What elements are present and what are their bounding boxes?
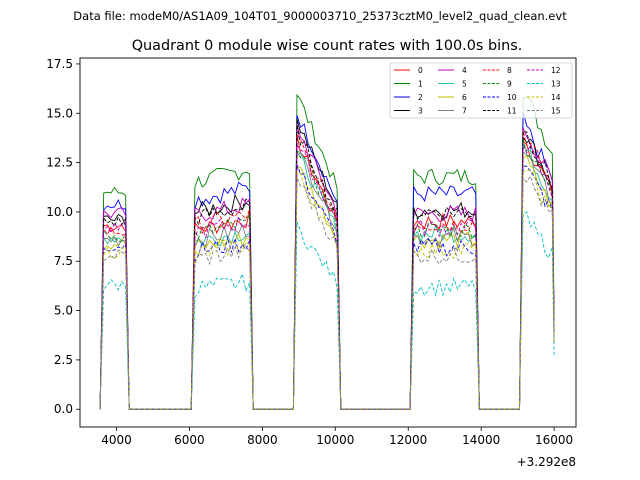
x-axis-offset-label: +3.292e8 xyxy=(517,455,576,469)
legend-label: 15 xyxy=(551,107,561,116)
x-tick-label: 14000 xyxy=(462,433,500,447)
chart-title: Quadrant 0 module wise count rates with … xyxy=(132,38,523,54)
legend-label: 10 xyxy=(507,93,517,102)
series-line-13 xyxy=(99,211,555,410)
legend-label: 7 xyxy=(462,107,467,116)
series-line-2 xyxy=(99,112,555,410)
series-line-12 xyxy=(99,143,555,410)
legend-label: 4 xyxy=(462,66,467,75)
figure-suptitle: Data file: modeM0/AS1A09_104T01_90000037… xyxy=(73,9,567,23)
legend-label: 2 xyxy=(418,93,423,102)
x-tick-label: 8000 xyxy=(247,433,278,447)
y-tick-label: 0.0 xyxy=(54,402,73,416)
y-tick-label: 12.5 xyxy=(46,156,73,170)
y-tick-label: 5.0 xyxy=(54,304,73,318)
y-tick-label: 15.0 xyxy=(46,106,73,120)
x-tick-label: 12000 xyxy=(389,433,427,447)
series-line-0 xyxy=(99,134,555,410)
legend-label: 12 xyxy=(551,66,561,75)
legend-box xyxy=(389,62,573,119)
x-tick-label: 10000 xyxy=(316,433,354,447)
series-line-8 xyxy=(99,130,555,410)
x-axis: 4000 6000 8000 10000 12000 14000 16000 xyxy=(101,427,573,447)
series-line-1 xyxy=(99,93,555,410)
legend-label: 9 xyxy=(507,80,512,89)
x-tick-label: 16000 xyxy=(535,433,573,447)
legend-label: 5 xyxy=(462,80,467,89)
series-line-14 xyxy=(99,169,555,410)
series-line-15 xyxy=(99,175,555,410)
legend-label: 8 xyxy=(507,66,512,75)
y-tick-label: 10.0 xyxy=(46,205,73,219)
plot-frame xyxy=(79,57,577,428)
x-tick-label: 6000 xyxy=(174,433,205,447)
legend-label: 6 xyxy=(462,93,467,102)
series-line-5 xyxy=(99,142,555,410)
legend-label: 3 xyxy=(418,107,423,116)
legend-label: 0 xyxy=(418,66,423,75)
legend-label: 11 xyxy=(507,107,517,116)
legend-label: 1 xyxy=(418,80,423,89)
series-layer xyxy=(99,93,555,410)
y-tick-label: 7.5 xyxy=(54,254,73,268)
x-tick-label: 4000 xyxy=(101,433,132,447)
legend-label: 14 xyxy=(551,93,561,102)
y-axis: 0.0 2.5 5.0 7.5 10.0 12.5 15.0 17.5 xyxy=(46,57,80,416)
y-tick-label: 2.5 xyxy=(54,353,73,367)
series-line-6 xyxy=(99,155,555,410)
y-tick-label: 17.5 xyxy=(46,57,73,71)
legend-label: 13 xyxy=(551,80,561,89)
